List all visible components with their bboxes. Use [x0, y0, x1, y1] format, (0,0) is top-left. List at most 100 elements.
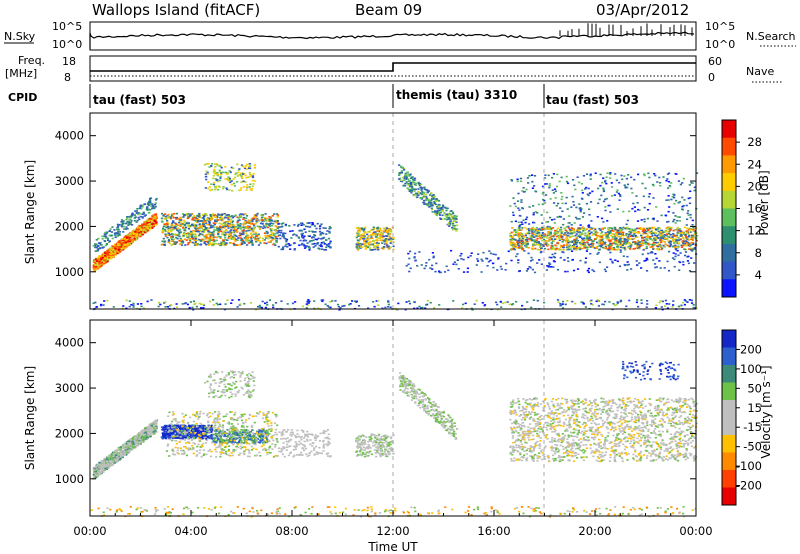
data-cell — [601, 231, 604, 233]
data-cell — [276, 225, 279, 228]
data-cell — [665, 227, 668, 229]
data-cell — [648, 237, 651, 239]
data-cell — [510, 179, 513, 181]
data-cell — [682, 204, 685, 207]
data-cell — [527, 238, 530, 240]
data-cell — [621, 244, 624, 247]
data-cell — [227, 179, 230, 182]
data-cell — [619, 229, 622, 232]
data-cell — [129, 221, 132, 224]
data-cell — [406, 171, 409, 174]
data-cell — [377, 242, 380, 245]
data-cell — [660, 248, 663, 251]
data-cell — [623, 240, 626, 242]
data-cell — [203, 213, 206, 215]
data-cell — [687, 210, 690, 212]
data-cell — [421, 306, 424, 309]
date-title: 03/Apr/2012 — [596, 1, 689, 19]
data-cell — [183, 232, 186, 234]
data-cell — [224, 231, 227, 234]
data-cell — [223, 226, 226, 229]
data-cell — [647, 228, 650, 231]
data-cell — [133, 235, 136, 238]
data-cell — [446, 218, 449, 221]
data-cell — [544, 183, 547, 185]
data-cell — [667, 195, 670, 197]
data-cell — [531, 235, 534, 237]
data-cell — [607, 244, 610, 247]
data-cell — [186, 235, 189, 238]
data-cell — [208, 166, 211, 168]
data-cell — [188, 215, 192, 217]
data-cell — [368, 243, 371, 246]
data-cell — [641, 242, 644, 245]
data-cell — [326, 305, 329, 307]
data-cell — [611, 242, 614, 245]
data-cell — [259, 226, 262, 228]
data-cell — [210, 226, 213, 229]
data-cell — [638, 209, 641, 211]
data-cell — [240, 187, 243, 189]
data-cell — [417, 192, 420, 195]
data-cell — [572, 179, 575, 181]
data-cell — [224, 244, 227, 247]
data-cell — [230, 225, 233, 228]
data-cell — [643, 206, 646, 209]
data-cell — [297, 223, 300, 226]
data-cell — [225, 233, 228, 236]
data-cell — [525, 216, 529, 219]
data-cell — [126, 216, 129, 218]
data-cell — [492, 266, 495, 269]
data-cell — [431, 195, 434, 197]
data-cell — [409, 250, 412, 253]
data-cell — [209, 219, 212, 221]
data-cell — [226, 239, 229, 241]
data-cell — [606, 238, 609, 241]
data-cell — [614, 228, 617, 231]
data-cell — [679, 232, 682, 235]
data-cell — [659, 300, 662, 302]
data-cell — [111, 246, 115, 249]
data-cell — [225, 187, 228, 189]
data-cell — [189, 230, 192, 233]
data-cell — [138, 234, 142, 236]
data-cell — [226, 225, 229, 227]
data-cell — [322, 227, 325, 229]
data-cell — [227, 222, 230, 225]
data-cell — [320, 243, 323, 246]
data-cell — [690, 182, 693, 184]
data-cell — [152, 206, 155, 209]
data-cell — [117, 227, 120, 229]
data-cell — [591, 304, 594, 306]
data-cell — [206, 233, 209, 236]
data-cell — [229, 233, 232, 235]
data-cell — [359, 242, 362, 245]
data-cell — [193, 239, 196, 242]
data-cell — [603, 268, 606, 271]
data-cell — [160, 217, 163, 220]
data-cell — [527, 230, 531, 233]
data-cell — [224, 223, 227, 225]
data-cell — [562, 218, 565, 220]
data-cell — [548, 234, 551, 237]
data-cell — [559, 233, 562, 236]
data-cell — [588, 232, 591, 235]
data-cell — [320, 241, 323, 244]
data-cell — [166, 220, 169, 222]
data-cell — [95, 243, 98, 246]
nsky-tick-top: 10^5 — [52, 20, 82, 33]
data-cell — [135, 235, 138, 237]
data-cell — [631, 238, 634, 241]
data-cell — [584, 243, 587, 246]
data-cell — [208, 223, 211, 226]
data-cell — [606, 235, 609, 238]
data-cell — [142, 229, 145, 232]
data-cell — [329, 227, 332, 229]
data-cell — [239, 216, 242, 219]
data-cell — [391, 237, 394, 239]
data-cell — [432, 203, 435, 205]
data-cell — [539, 227, 542, 230]
data-cell — [529, 228, 532, 231]
data-cell — [375, 236, 378, 238]
data-cell — [274, 219, 277, 222]
